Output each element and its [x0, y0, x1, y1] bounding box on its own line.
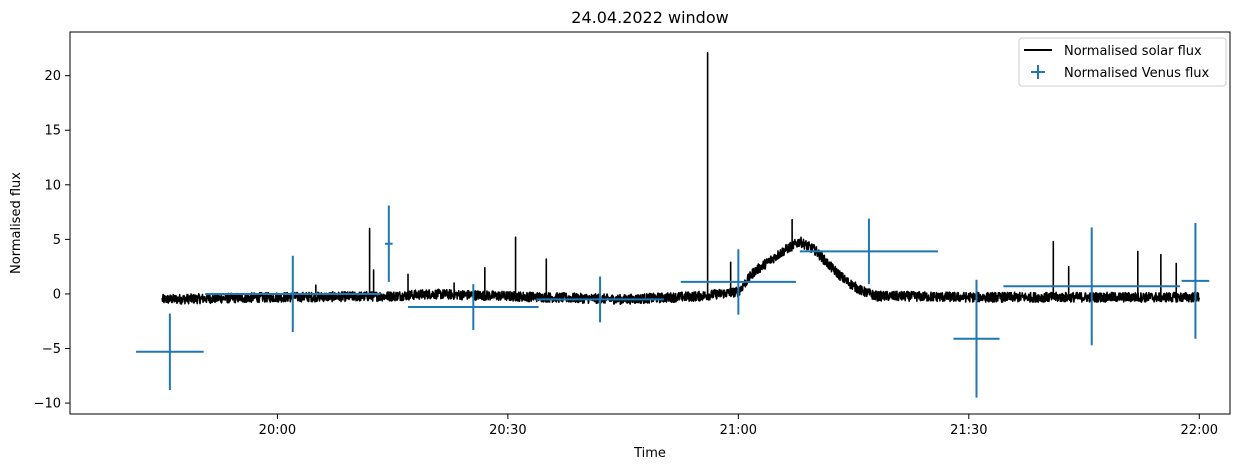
legend-venus-label: Normalised Venus flux [1064, 66, 1209, 81]
venus-flux-point [799, 218, 939, 285]
chart-title: 24.04.2022 window [571, 8, 728, 27]
x-tick-label: 22:00 [1181, 423, 1218, 438]
venus-flux-point [136, 313, 204, 390]
x-axis-label: Time [633, 446, 666, 461]
x-tick-label: 20:00 [259, 423, 296, 438]
y-tick-label: 20 [44, 69, 61, 84]
venus-flux-point [536, 276, 664, 323]
legend: Normalised solar flux Normalised Venus f… [1018, 37, 1227, 87]
venus-flux-layer [136, 205, 1210, 398]
y-axis-ticks: −10 −5 0 5 10 15 20 [34, 69, 70, 412]
x-tick-label: 21:00 [720, 423, 757, 438]
venus-flux-point [384, 205, 393, 282]
venus-flux-point [408, 284, 539, 330]
y-tick-label: 15 [44, 124, 61, 139]
y-tick-label: 5 [53, 233, 61, 248]
venus-flux-point [205, 255, 381, 333]
x-tick-label: 21:30 [950, 423, 987, 438]
solar-flux-layer [161, 51, 1201, 305]
x-tick-label: 20:30 [489, 423, 526, 438]
y-axis-label: Normalised flux [9, 172, 24, 274]
solar-flux-line [161, 51, 1201, 305]
venus-flux-point [680, 249, 796, 315]
y-tick-label: −5 [42, 342, 61, 357]
plot-area [136, 51, 1210, 398]
y-tick-label: 10 [44, 178, 61, 193]
plot-frame [69, 31, 1231, 415]
y-tick-label: −10 [34, 397, 61, 412]
venus-flux-point [1181, 223, 1210, 339]
legend-solar-label: Normalised solar flux [1064, 44, 1202, 59]
y-tick-label: 0 [53, 287, 61, 302]
legend-box [1018, 37, 1227, 87]
x-axis-ticks: 20:00 20:30 21:00 21:30 22:00 [259, 414, 1218, 438]
venus-flux-point [953, 279, 1000, 398]
venus-flux-point [1003, 227, 1181, 346]
